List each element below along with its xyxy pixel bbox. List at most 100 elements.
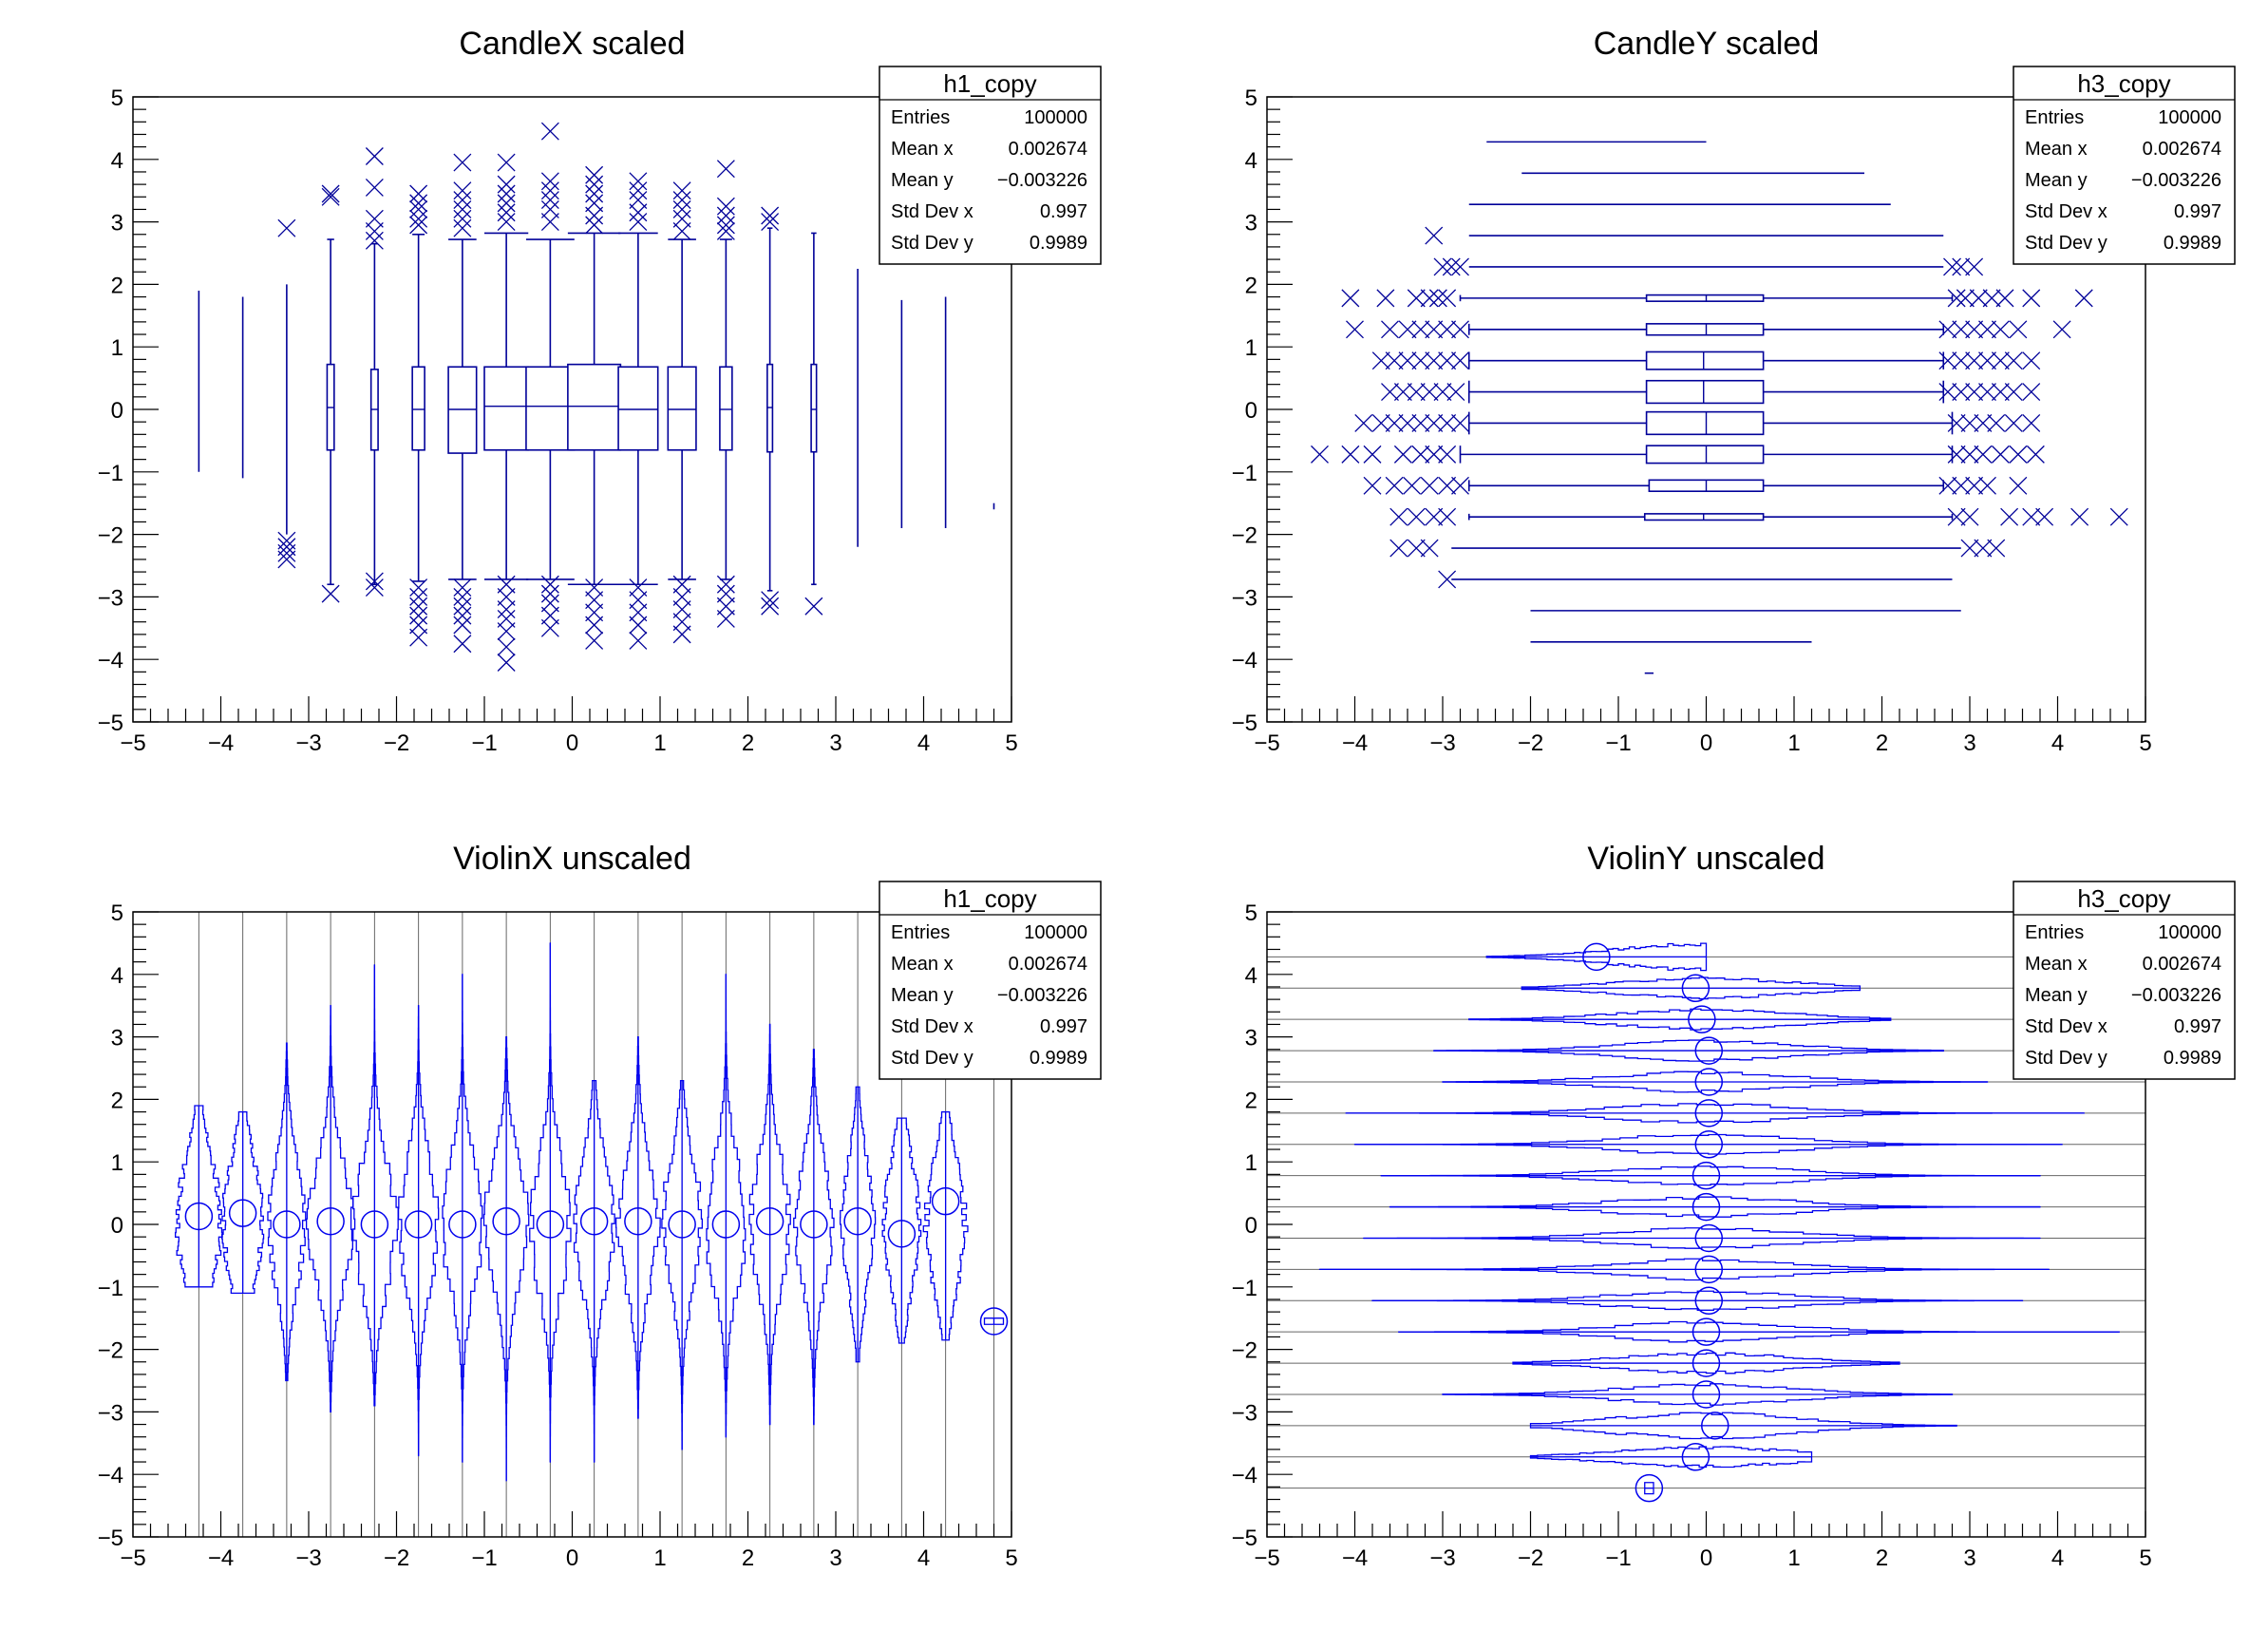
outlier-marker — [629, 632, 648, 650]
outlier-marker — [1363, 445, 1382, 464]
y-tick-label: 3 — [1245, 211, 1257, 237]
violin-mean-marker — [1681, 974, 1710, 1003]
y-tick-label: 2 — [1245, 273, 1257, 298]
chart-candley: CandleY scaled −5 −4 −3 −2 −1 0 1 2 3 4 5 −5 −4 −3 −2 −1… — [1232, 26, 2236, 756]
outlier-marker — [1398, 320, 1417, 339]
y-tick-label: 2 — [111, 1088, 123, 1113]
y-tick-label: −3 — [98, 585, 123, 611]
pad-candlex: CandleX scaled −5 −4 −3 −2 −1 0 1 2 3 4 5 −5 −4 −3 −2 −1… — [0, 0, 1134, 815]
x-tick-label: −3 — [1429, 1545, 1455, 1571]
stats-value: 0.002674 — [2143, 139, 2221, 160]
outlier-marker — [453, 597, 472, 616]
outlier-marker — [629, 181, 648, 200]
stats-title: h1_copy — [943, 69, 1036, 98]
stats-label: Std Dev y — [891, 1048, 973, 1069]
y-tick-label: 4 — [1245, 148, 1257, 174]
stats-label: Mean y — [891, 170, 954, 191]
outlier-marker — [1982, 289, 2001, 308]
stats-value: 0.002674 — [1009, 954, 1087, 975]
outlier-marker — [1451, 414, 1469, 432]
candle-box — [1645, 351, 1765, 370]
x-tick-label: −4 — [1342, 730, 1368, 756]
outlier-marker — [716, 197, 735, 216]
outlier-marker — [409, 606, 428, 625]
chart-title: ViolinY unscaled — [1587, 841, 1824, 877]
candle-box — [1645, 445, 1765, 464]
chart-title: CandleY scaled — [1594, 26, 1820, 62]
outlier-marker — [1991, 351, 2010, 370]
violin-mean-marker — [184, 1202, 214, 1231]
outlier-marker — [1398, 414, 1417, 432]
stats-label: Mean y — [891, 985, 954, 1006]
outlier-marker — [761, 206, 780, 225]
outlier-marker — [585, 632, 604, 650]
outlier-marker — [1407, 289, 1426, 308]
outlier-marker — [1947, 507, 1966, 526]
outlier-marker — [453, 153, 472, 172]
outlier-marker — [2022, 383, 2041, 402]
outlier-marker — [2035, 507, 2054, 526]
outlier-marker — [1451, 320, 1469, 339]
stats-label: Mean y — [2025, 170, 2088, 191]
outlier-marker — [1991, 320, 2010, 339]
violin-outline — [305, 1005, 356, 1413]
outlier-marker — [1407, 383, 1426, 402]
outlier-marker — [1381, 320, 1399, 339]
outlier-marker — [1960, 539, 1979, 558]
x-tick-label: 1 — [1787, 1545, 1800, 1571]
y-tick-label: −4 — [98, 1463, 123, 1488]
outlier-marker — [1376, 289, 1395, 308]
y-tick-label: −2 — [98, 523, 123, 549]
violin-mean-marker — [1692, 1192, 1721, 1222]
outlier-marker — [1442, 257, 1461, 276]
outlier-marker — [1943, 257, 1961, 276]
violin-outline — [1521, 976, 1862, 1000]
outlier-marker — [2070, 507, 2089, 526]
y-tick-label: −5 — [98, 1526, 123, 1551]
violin-outline — [1485, 942, 1708, 972]
outlier-marker — [2026, 445, 2045, 464]
candle-box — [1645, 294, 1765, 302]
outlier-marker — [365, 222, 384, 240]
violin-outline — [706, 974, 747, 1438]
violin-outline — [881, 1117, 922, 1344]
outlier-marker — [365, 209, 384, 228]
outlier-marker — [453, 209, 472, 228]
violin-mean-marker — [1694, 1286, 1724, 1316]
y-tick-label: −1 — [1232, 461, 1257, 486]
stats-title: h3_copy — [2077, 69, 2170, 98]
outlier-marker — [453, 199, 472, 218]
pad-violiny: ViolinY unscaled −5 −4 −3 −2 −1 0 1 2 3 4 5 −5 −4 −3 −2… — [1134, 815, 2268, 1630]
stats-value: 0.9989 — [1030, 1048, 1087, 1069]
stats-value: 0.002674 — [2143, 954, 2221, 975]
y-tick-label: −4 — [1232, 1463, 1257, 1488]
outlier-marker — [2004, 383, 2023, 402]
violin-mean-marker — [579, 1206, 609, 1236]
y-tick-label: −3 — [1232, 585, 1257, 611]
x-tick-label: −3 — [295, 730, 321, 756]
violin-mean-marker — [1694, 1036, 1724, 1065]
outlier-marker — [1947, 289, 1966, 308]
candle-box — [1645, 410, 1765, 436]
x-tick-label: 1 — [1787, 730, 1800, 756]
outlier-marker — [629, 172, 648, 191]
y-tick-label: −5 — [98, 711, 123, 736]
outlier-marker — [1965, 476, 1984, 495]
violin-mean-marker — [360, 1210, 389, 1239]
y-tick-label: 5 — [111, 900, 123, 926]
violin-mean-marker — [624, 1206, 652, 1236]
outlier-marker — [2004, 414, 2023, 432]
outlier-marker — [1969, 289, 1988, 308]
outlier-marker — [365, 578, 384, 597]
stats-value: 0.997 — [2174, 201, 2221, 222]
y-tick-label: 4 — [111, 963, 123, 989]
outlier-marker — [1389, 539, 1408, 558]
violin-mean-marker — [404, 1210, 433, 1239]
outlier-marker — [1411, 320, 1430, 339]
candle-box — [567, 363, 622, 451]
outlier-marker — [2022, 289, 2041, 308]
x-tick-label: 5 — [2139, 730, 2151, 756]
outlier-marker — [409, 216, 428, 235]
x-tick-label: 4 — [917, 1545, 930, 1571]
stats-label: Std Dev x — [891, 1016, 973, 1037]
